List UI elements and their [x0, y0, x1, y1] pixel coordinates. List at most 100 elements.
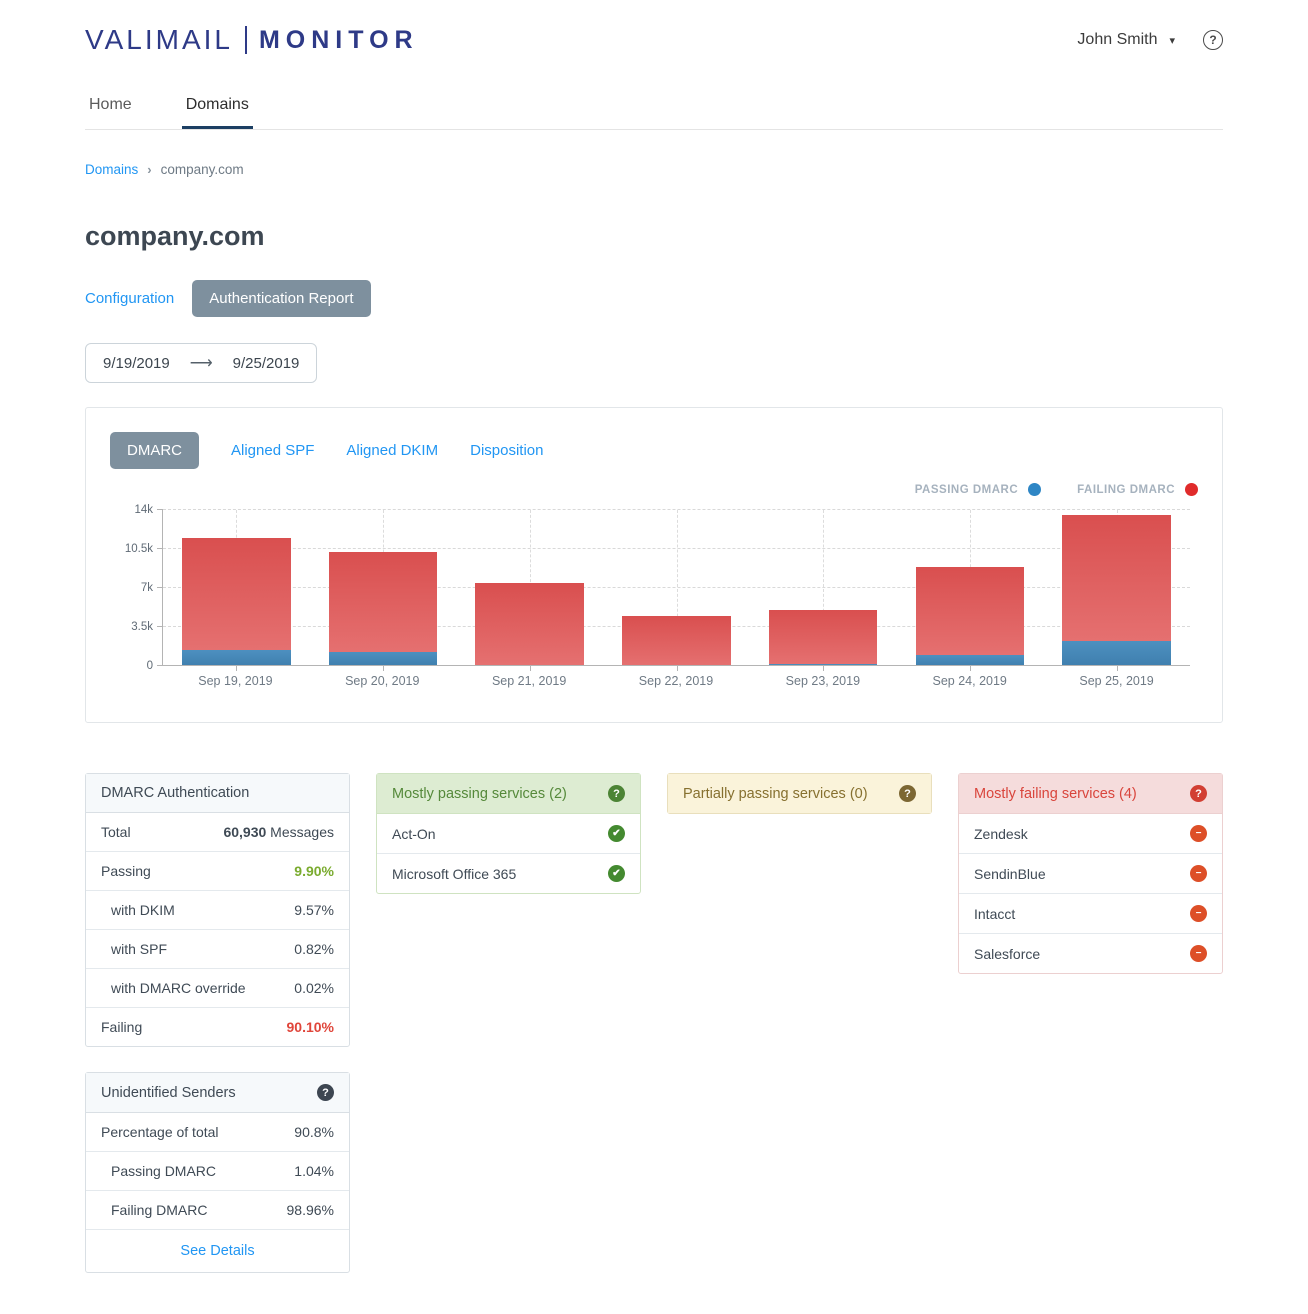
nav-item-home[interactable]: Home	[89, 96, 132, 113]
left-card-column: DMARC Authentication Total 60,930 Message…	[85, 773, 350, 1273]
help-icon[interactable]: ?	[1203, 30, 1223, 50]
service-item: Salesforce −	[959, 934, 1222, 973]
breadcrumb-current: company.com	[160, 162, 244, 177]
minus-circle-icon: −	[1190, 865, 1207, 882]
unidentified-row: Percentage of total 90.8%	[86, 1113, 349, 1152]
app-header: VALIMAIL MONITOR John Smith ▾ ?	[85, 0, 1223, 62]
service-card-header: Partially passing services (0)?	[668, 774, 931, 813]
bar-passing-dmarc	[1062, 640, 1171, 666]
service-item: Zendesk −	[959, 814, 1222, 854]
breadcrumb-domains-link[interactable]: Domains	[85, 162, 139, 177]
minus-circle-icon: −	[1190, 825, 1207, 842]
page-content: VALIMAIL MONITOR John Smith ▾ ? Home Dom…	[85, 0, 1223, 1273]
x-tick-mark	[383, 666, 385, 671]
x-axis-label: Sep 24, 2019	[932, 674, 1007, 688]
service-card-title: Mostly failing services (4)	[974, 785, 1137, 802]
chart-tab-aligned-dkim[interactable]: Aligned DKIM	[346, 442, 439, 459]
row-label: Failing DMARC	[111, 1202, 208, 1218]
arrow-right-icon: ⟶	[189, 355, 213, 372]
unidentified-row: Failing DMARC 98.96%	[86, 1191, 349, 1229]
unidentified-senders-rows: Percentage of total 90.8% Passing DMARC 1.0…	[86, 1113, 349, 1229]
x-tick-mark	[236, 666, 238, 671]
service-name: Act-On	[392, 825, 436, 842]
service-card-yellow: Partially passing services (0)?	[667, 773, 932, 814]
service-item: Act-On ✔	[377, 814, 640, 854]
y-axis-label: 10.5k	[124, 543, 153, 555]
date-end[interactable]: 9/25/2019	[232, 354, 300, 372]
service-item: SendinBlue −	[959, 854, 1222, 894]
row-label: Failing	[101, 1019, 143, 1035]
auth-table-row: Passing 9.90%	[86, 852, 349, 891]
row-label: Passing DMARC	[111, 1163, 217, 1179]
service-name: SendinBlue	[974, 865, 1046, 882]
gridline-vertical	[676, 510, 678, 666]
tab-authentication-report[interactable]: Authentication Report	[192, 280, 371, 317]
chart-tab-aligned-spf[interactable]: Aligned SPF	[231, 442, 315, 459]
question-icon[interactable]: ?	[899, 785, 916, 802]
row-value: 90.8%	[294, 1124, 334, 1140]
logo-valimail-text: VALIMAIL	[85, 24, 233, 55]
y-axis-label: 14k	[134, 504, 153, 516]
legend-failing-dot-icon	[1185, 483, 1198, 496]
x-tick-mark	[529, 666, 531, 671]
question-icon[interactable]: ?	[317, 1084, 334, 1101]
logo-monitor-text: MONITOR	[258, 25, 419, 54]
see-details-link[interactable]: See Details	[180, 1243, 255, 1259]
date-range-picker[interactable]: 9/19/2019 ⟶ 9/25/2019	[85, 343, 318, 383]
service-name: Intacct	[974, 905, 1016, 922]
question-icon[interactable]: ?	[608, 785, 625, 802]
valimail-monitor-logo: VALIMAIL MONITOR	[85, 24, 419, 56]
bar-failing-dmarc	[182, 537, 291, 651]
x-axis-label: Sep 20, 2019	[345, 674, 420, 688]
bar-slot	[603, 510, 750, 666]
x-tick-mark	[1116, 666, 1118, 671]
row-value: 0.82%	[294, 941, 334, 957]
unidentified-senders-title: Unidentified Senders	[101, 1084, 236, 1101]
chevron-down-icon: ▾	[1169, 34, 1175, 47]
service-card-header: Mostly passing services (2)?	[377, 774, 640, 814]
bar-failing-dmarc	[475, 583, 585, 666]
row-value: 60,930 Messages	[223, 824, 334, 840]
nav-item-domains[interactable]: Domains	[181, 88, 253, 129]
page-tabs: Configuration Authentication Report	[85, 280, 1223, 317]
x-axis-label: Sep 25, 2019	[1079, 674, 1154, 688]
dmarc-authentication-card: DMARC Authentication Total 60,930 Message…	[85, 773, 350, 1047]
user-menu[interactable]: John Smith ▾	[1077, 31, 1175, 49]
minus-circle-icon: −	[1190, 945, 1207, 962]
chart-plot-wrap: 0 3.5k 7k 10.5k 14k Sep 19, 2019 Sep 20, 2019…	[110, 504, 1198, 700]
tab-configuration[interactable]: Configuration	[85, 290, 175, 307]
y-tick-mark	[157, 509, 163, 510]
y-tick-mark	[157, 587, 163, 588]
bar-slot	[1043, 510, 1190, 666]
x-axis-line	[163, 665, 1190, 666]
auth-table-row: with DMARC override 0.02%	[86, 969, 349, 1008]
bar-passing-dmarc	[328, 651, 438, 666]
dmarc-authentication-title: DMARC Authentication	[101, 785, 250, 801]
bar-passing-dmarc	[182, 650, 291, 666]
service-name: Microsoft Office 365	[392, 865, 517, 882]
unidentified-senders-card: Unidentified Senders ? Percentage of tot…	[85, 1072, 350, 1273]
y-tick-mark	[157, 626, 163, 627]
date-start[interactable]: 9/19/2019	[103, 354, 170, 372]
header-right: John Smith ▾ ?	[1077, 30, 1223, 50]
chart-card: DMARC Aligned SPF Aligned DKIM Dispositi…	[85, 407, 1223, 723]
row-label: with DKIM	[111, 902, 175, 918]
user-name: John Smith	[1077, 31, 1158, 48]
y-axis-label: 3.5k	[131, 621, 153, 633]
row-value: 98.96%	[286, 1202, 334, 1218]
legend-failing-label: FAILING DMARC	[1077, 483, 1175, 496]
breadcrumb-separator-icon: ›	[147, 162, 152, 177]
row-value: 0.02%	[294, 980, 334, 996]
breadcrumb: Domains › company.com	[85, 162, 1223, 177]
service-card-red: Mostly failing services (4)? Zendesk − Send…	[958, 773, 1223, 974]
row-label: Percentage of total	[101, 1124, 219, 1140]
auth-table-row: with DKIM 9.57%	[86, 891, 349, 930]
x-tick-mark	[676, 666, 678, 671]
y-tick-mark	[157, 548, 163, 549]
question-icon[interactable]: ?	[1190, 785, 1207, 802]
chart-tab-dmarc[interactable]: DMARC	[110, 432, 199, 469]
chart-tab-disposition[interactable]: Disposition	[470, 442, 544, 459]
x-axis-label: Sep 22, 2019	[638, 674, 714, 688]
row-label: with DMARC override	[111, 980, 246, 996]
service-card-title: Mostly passing services (2)	[392, 785, 567, 802]
